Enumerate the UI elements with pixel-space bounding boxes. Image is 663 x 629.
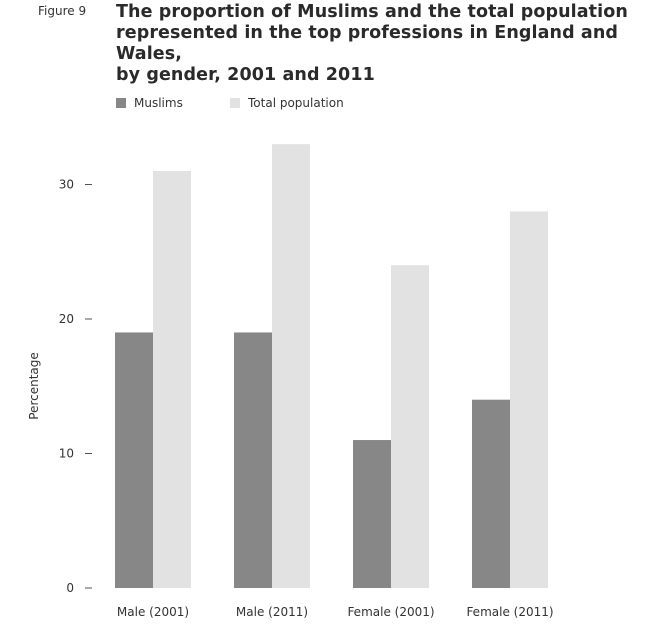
bar-total-population-female-2001 bbox=[391, 265, 429, 588]
legend-swatch-total-population bbox=[230, 98, 240, 108]
x-tick-label-male-2011: Male (2011) bbox=[236, 605, 308, 619]
x-tick-label-male-2001: Male (2001) bbox=[117, 605, 189, 619]
legend-swatch-muslims bbox=[116, 98, 126, 108]
bar-total-population-male-2011 bbox=[272, 144, 310, 588]
chart-title-line-1: The proportion of Muslims and the total … bbox=[116, 2, 628, 22]
y-tick-label-10: 10 bbox=[59, 447, 74, 461]
y-tick-label-30: 30 bbox=[59, 178, 74, 192]
bar-muslims-female-2001 bbox=[353, 440, 391, 588]
bar-total-population-male-2001 bbox=[153, 171, 191, 589]
bar-muslims-female-2011 bbox=[472, 399, 510, 588]
y-axis-label: Percentage bbox=[27, 352, 41, 420]
chart-title: The proportion of Muslims and the total … bbox=[116, 2, 661, 86]
x-tick-label-female-2011: Female (2011) bbox=[466, 605, 553, 619]
bar-muslims-male-2001 bbox=[115, 332, 153, 588]
y-tick-label-20: 20 bbox=[59, 312, 74, 326]
legend-label-total-population: Total population bbox=[248, 96, 344, 110]
x-tick-label-female-2001: Female (2001) bbox=[347, 605, 434, 619]
legend-item-total-population: Total population bbox=[230, 96, 344, 110]
chart-title-line-2: represented in the top professions in En… bbox=[116, 23, 619, 64]
legend-label-muslims: Muslims bbox=[134, 96, 183, 110]
chart-title-line-3: by gender, 2001 and 2011 bbox=[116, 65, 375, 85]
figure-label: Figure 9 bbox=[38, 4, 87, 18]
y-tick-label-0: 0 bbox=[66, 581, 74, 595]
bar-total-population-female-2011 bbox=[510, 211, 548, 588]
bar-muslims-male-2011 bbox=[234, 332, 272, 588]
legend-item-muslims: Muslims bbox=[116, 96, 183, 110]
